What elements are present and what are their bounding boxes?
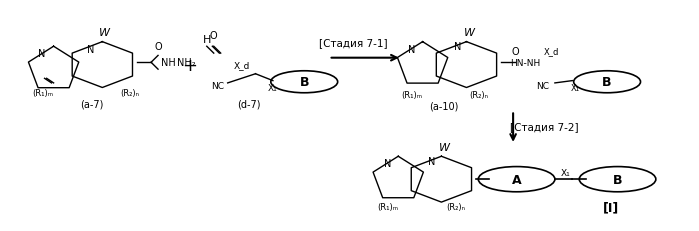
Text: (R₁)ₘ: (R₁)ₘ bbox=[377, 202, 398, 211]
Text: (R₁)ₘ: (R₁)ₘ bbox=[33, 88, 54, 97]
Text: HN-NH: HN-NH bbox=[510, 58, 540, 67]
Text: [I]: [I] bbox=[603, 200, 619, 213]
Text: N: N bbox=[384, 158, 391, 168]
Text: (d-7): (d-7) bbox=[237, 99, 260, 109]
Text: H: H bbox=[203, 35, 211, 45]
Text: B: B bbox=[299, 76, 309, 89]
Text: W: W bbox=[463, 28, 475, 38]
Text: W: W bbox=[99, 28, 110, 38]
Text: O: O bbox=[512, 47, 519, 57]
Text: W: W bbox=[440, 143, 450, 152]
Text: (R₁)ₘ: (R₁)ₘ bbox=[402, 91, 423, 99]
Text: O: O bbox=[210, 31, 217, 41]
Text: (a-7): (a-7) bbox=[80, 99, 103, 109]
Text: NH₂: NH₂ bbox=[177, 58, 195, 68]
Text: N: N bbox=[38, 49, 45, 59]
Text: O: O bbox=[154, 42, 162, 52]
Text: X_d: X_d bbox=[544, 47, 559, 56]
Text: (R₂)ₙ: (R₂)ₙ bbox=[469, 91, 488, 99]
Text: B: B bbox=[603, 76, 612, 89]
Text: NC: NC bbox=[537, 81, 549, 90]
Text: [Стадия 7-2]: [Стадия 7-2] bbox=[510, 122, 579, 132]
Text: +: + bbox=[182, 56, 197, 74]
Text: NH: NH bbox=[161, 58, 176, 68]
Text: N: N bbox=[87, 44, 94, 54]
Text: NC: NC bbox=[210, 81, 224, 90]
Text: A: A bbox=[512, 173, 521, 186]
Text: N: N bbox=[408, 44, 416, 54]
Text: (R₂)ₙ: (R₂)ₙ bbox=[446, 202, 465, 211]
Text: X₁: X₁ bbox=[561, 168, 570, 177]
Text: N: N bbox=[454, 42, 461, 52]
Text: X₁: X₁ bbox=[571, 84, 580, 93]
Text: (a-10): (a-10) bbox=[428, 101, 458, 111]
Text: N: N bbox=[428, 156, 435, 166]
Text: B: B bbox=[613, 173, 622, 186]
Text: [Стадия 7-1]: [Стадия 7-1] bbox=[319, 37, 387, 47]
Text: X_d: X_d bbox=[233, 61, 250, 70]
Text: (R₂)ₙ: (R₂)ₙ bbox=[121, 88, 140, 97]
Text: X₁: X₁ bbox=[268, 84, 278, 93]
